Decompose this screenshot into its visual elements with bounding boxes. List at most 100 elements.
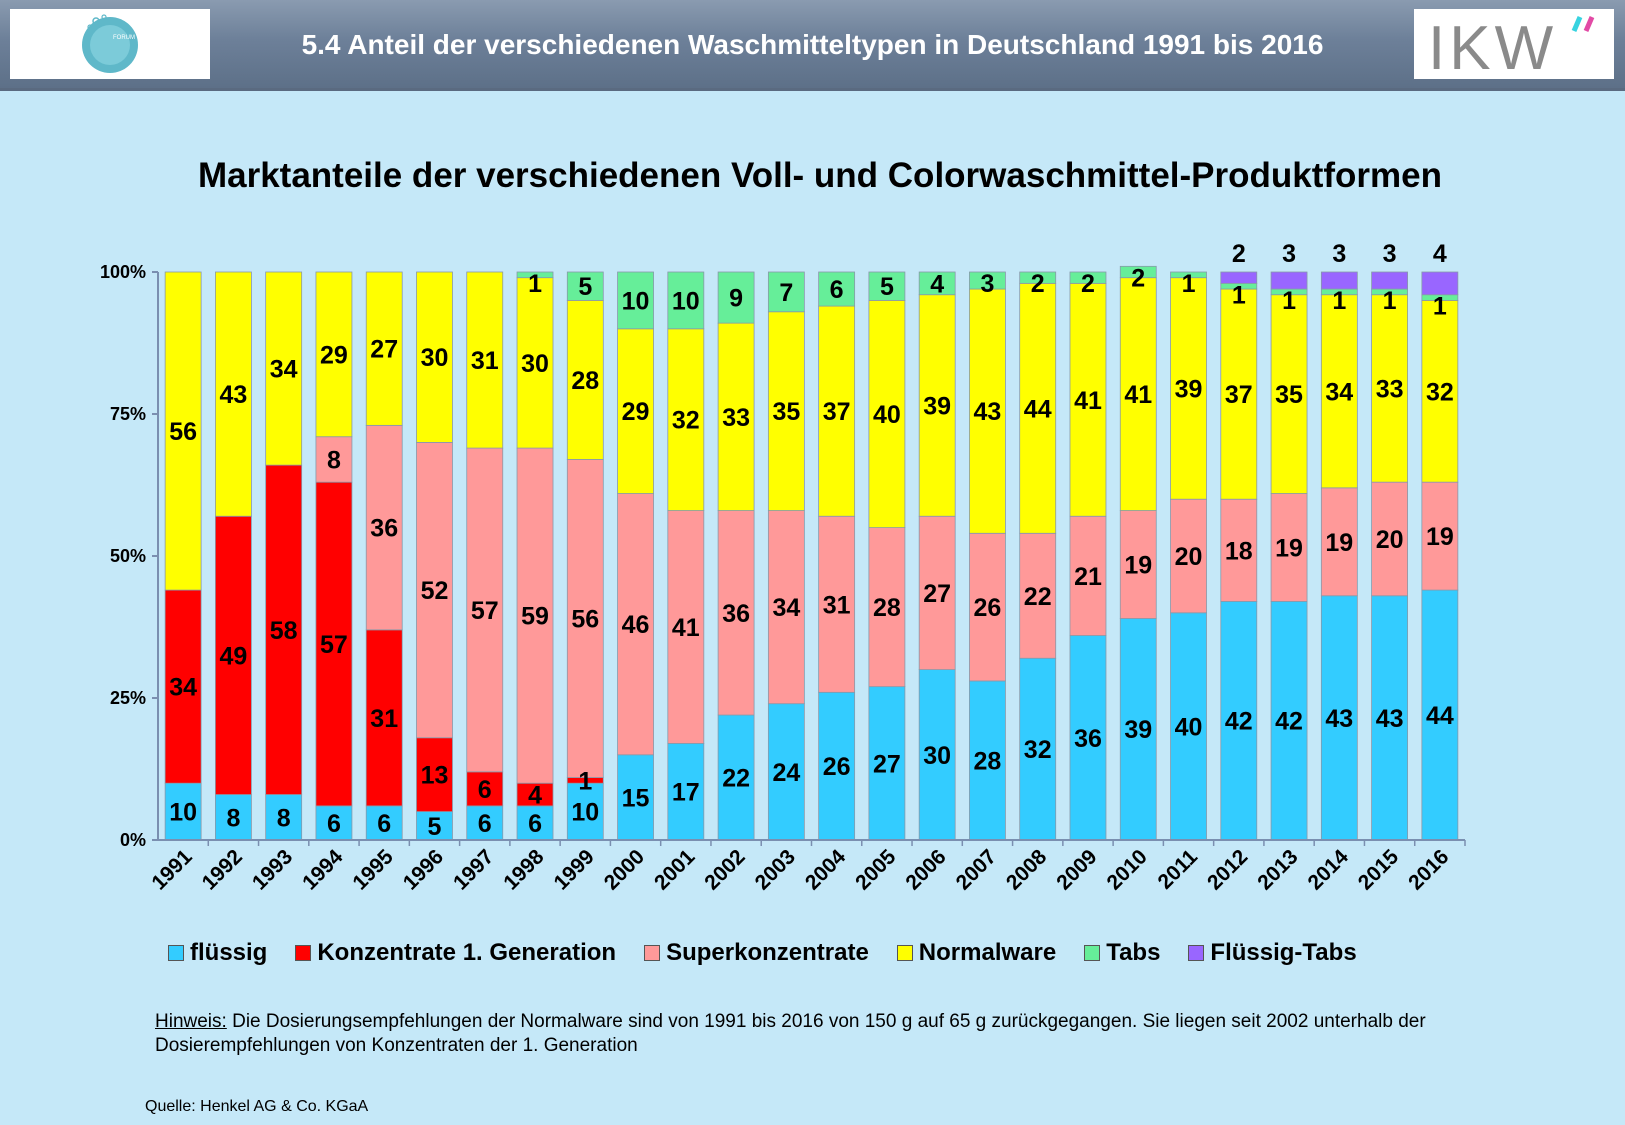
data-label: 39 <box>1124 716 1152 744</box>
data-label: 4 <box>1433 240 1447 268</box>
bar-segment <box>566 459 604 778</box>
data-label: 29 <box>320 341 348 369</box>
data-label: 18 <box>1225 537 1253 565</box>
legend-swatch <box>1084 945 1101 961</box>
bar-segment <box>466 271 504 449</box>
data-label: 32 <box>672 407 700 435</box>
data-label: 58 <box>270 617 298 645</box>
bar-segment <box>1270 493 1308 602</box>
x-tick-label: 2009 <box>1052 845 1101 894</box>
legend-item: Normalware <box>896 938 1056 968</box>
legend-item: Flüssig-Tabs <box>1188 938 1357 968</box>
hint-note: Hinweis: Die Dosierungsempfehlungen der … <box>155 1010 1455 1058</box>
data-label: 8 <box>277 804 291 832</box>
bar-segment <box>969 271 1006 290</box>
data-label: 57 <box>320 631 348 659</box>
bar-segment <box>1371 294 1408 483</box>
ikw-logo-text: IKW <box>1428 14 1557 79</box>
data-label: 36 <box>370 515 398 543</box>
data-label: 1 <box>1433 293 1447 321</box>
data-label: 6 <box>327 810 341 838</box>
legend-item: Superkonzentrate <box>644 938 869 968</box>
bar-segment <box>818 515 856 693</box>
bar-segment <box>1119 510 1157 619</box>
legend-label: flüssig <box>190 939 268 966</box>
legend-swatch <box>644 945 661 961</box>
y-tick-label: 100% <box>100 262 146 282</box>
bar-segment <box>667 328 705 511</box>
data-label: 1 <box>1182 270 1196 298</box>
data-label: 36 <box>722 600 750 628</box>
y-tick-label: 50% <box>110 546 146 566</box>
data-label: 40 <box>1175 713 1203 741</box>
bar-segment <box>617 493 654 756</box>
bar-segment <box>1170 271 1207 279</box>
data-label: 19 <box>1426 523 1454 551</box>
data-labels: 1034568494385834657829631362751352306657… <box>169 240 1454 841</box>
data-label: 29 <box>622 398 650 426</box>
data-label: 42 <box>1275 708 1303 736</box>
data-label: 5 <box>578 273 592 301</box>
bar-segment <box>265 271 303 466</box>
bar-segment <box>717 322 755 511</box>
data-label: 33 <box>722 404 750 432</box>
data-label: 39 <box>1175 375 1203 403</box>
stacked-bar-chart: 0%25%50%75%100%1991 1992 1993 1994 1995 1996 1… <box>100 240 1466 895</box>
bar-segment <box>717 510 755 716</box>
data-label: 1 <box>578 767 592 795</box>
data-label: 9 <box>729 285 743 313</box>
legend-swatch <box>1188 945 1205 961</box>
bar-segment <box>767 271 805 313</box>
bar-segment <box>818 305 856 517</box>
data-label: 56 <box>169 418 197 446</box>
data-label: 26 <box>974 594 1002 622</box>
legend-item: Konzentrate 1. Generation <box>295 938 616 968</box>
data-label: 35 <box>1275 381 1303 409</box>
y-tick-label: 75% <box>110 404 146 424</box>
data-label: 37 <box>1225 381 1253 409</box>
data-label: 27 <box>873 750 901 778</box>
x-tick-label: 2007 <box>952 845 1001 894</box>
data-label: 2 <box>1081 270 1095 298</box>
bar-segment <box>1170 612 1207 841</box>
source-text: Quelle: Henkel AG & Co. KGaA <box>145 1098 369 1115</box>
data-label: 20 <box>1175 543 1203 571</box>
bar-segment <box>566 271 604 301</box>
bar-segment <box>365 271 403 426</box>
bar-segment <box>416 737 453 813</box>
bar-segment <box>215 271 252 517</box>
data-label: 19 <box>1275 534 1303 562</box>
data-label: 10 <box>622 287 650 315</box>
data-label: 6 <box>478 776 492 804</box>
data-label: 52 <box>421 577 449 605</box>
data-label: 30 <box>521 350 549 378</box>
bar-segment <box>1069 515 1107 636</box>
data-label: 27 <box>370 336 398 364</box>
x-tick-label: 1999 <box>550 845 599 894</box>
bar-segment <box>1320 294 1358 489</box>
bar-segment <box>1019 271 1057 284</box>
data-label: 17 <box>672 779 700 807</box>
legend-item: flüssig <box>168 938 267 968</box>
data-label: 10 <box>571 799 599 827</box>
data-label: 1 <box>1383 287 1397 315</box>
bar-segment <box>717 714 755 841</box>
bar-segment <box>466 771 504 807</box>
data-label: 13 <box>421 762 449 790</box>
x-tick-label: 1991 <box>147 845 197 895</box>
x-tick-label: 2012 <box>1203 845 1252 894</box>
data-label: 5 <box>428 813 442 841</box>
data-label: 19 <box>1124 552 1152 580</box>
data-label: 30 <box>923 742 951 770</box>
bar-segment <box>667 743 705 841</box>
bar-segment <box>1320 271 1358 290</box>
data-label: 34 <box>169 674 197 702</box>
x-tick-label: 2015 <box>1354 845 1404 895</box>
data-label: 37 <box>823 398 851 426</box>
bar-segment <box>315 805 353 841</box>
bars <box>164 265 1459 841</box>
bar-segment <box>365 805 403 841</box>
bar-segment <box>365 629 403 807</box>
data-label: 40 <box>873 401 901 429</box>
bar-segment <box>164 589 202 784</box>
